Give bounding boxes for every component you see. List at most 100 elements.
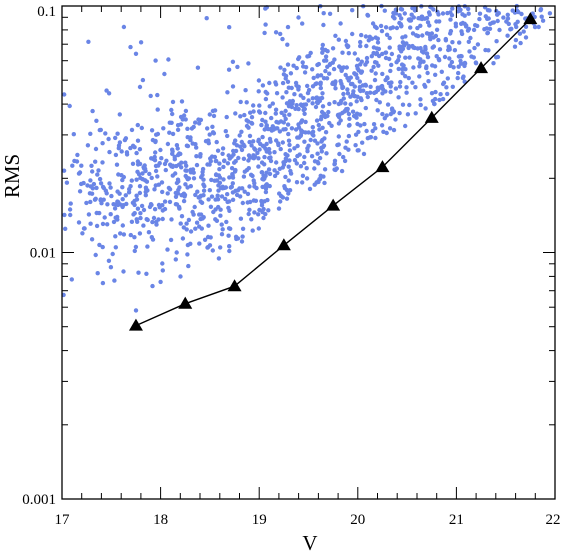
- scatter-point: [263, 183, 268, 188]
- scatter-point: [391, 127, 397, 133]
- scatter-point: [69, 277, 75, 282]
- scatter-point: [61, 168, 67, 173]
- scatter-point: [380, 111, 385, 117]
- scatter-point: [345, 44, 350, 50]
- scatter-point: [278, 31, 283, 37]
- scatter-point: [137, 84, 143, 90]
- scatter-point: [162, 71, 167, 77]
- scatter-point: [415, 33, 421, 39]
- scatter-point: [183, 182, 188, 187]
- scatter-point: [376, 63, 381, 68]
- scatter-point: [174, 143, 180, 148]
- scatter-point: [497, 27, 502, 33]
- scatter-point: [76, 220, 82, 225]
- scatter-point: [77, 170, 83, 175]
- scatter-point: [410, 5, 415, 11]
- scatter-point: [70, 163, 75, 168]
- scatter-point: [374, 50, 380, 56]
- scatter-point: [397, 44, 402, 49]
- scatter-point: [234, 143, 240, 148]
- scatter-point: [445, 76, 450, 81]
- scatter-point: [85, 143, 91, 148]
- scatter-point: [358, 39, 363, 45]
- scatter-point: [80, 231, 85, 236]
- scatter-point: [272, 150, 277, 155]
- scatter-point: [205, 126, 210, 131]
- scatter-point: [169, 120, 174, 126]
- scatter-point: [303, 119, 308, 125]
- scatter-point: [378, 23, 384, 29]
- scatter-point: [89, 237, 95, 242]
- scatter-point: [373, 126, 378, 131]
- scatter-point: [323, 68, 328, 74]
- triangle-marker: [474, 61, 489, 74]
- scatter-point: [364, 128, 369, 134]
- scatter-point: [336, 101, 341, 107]
- scatter-point: [104, 191, 109, 196]
- scatter-point: [128, 232, 133, 238]
- scatter-point: [487, 26, 493, 31]
- scatter-point: [221, 177, 226, 182]
- scatter-point: [350, 31, 355, 37]
- scatter-point: [465, 28, 471, 33]
- scatter-point: [308, 50, 313, 56]
- scatter-point: [220, 146, 226, 151]
- scatter-point: [158, 279, 163, 285]
- scatter-point: [207, 162, 212, 167]
- scatter-point: [266, 126, 271, 132]
- scatter-point: [225, 192, 230, 197]
- scatter-point: [200, 166, 206, 172]
- scatter-point: [267, 171, 273, 177]
- scatter-point: [134, 177, 139, 182]
- scatter-point: [61, 92, 67, 97]
- scatter-point: [295, 153, 300, 159]
- scatter-point: [135, 169, 140, 174]
- scatter-point: [194, 220, 200, 225]
- scatter-point: [324, 151, 329, 156]
- scatter-point: [337, 112, 342, 117]
- scatter-point: [120, 197, 125, 202]
- scatter-point: [212, 108, 218, 113]
- scatter-point: [227, 25, 232, 30]
- scatter-point: [300, 21, 305, 26]
- scatter-point: [458, 58, 463, 64]
- scatter-point: [356, 148, 361, 153]
- scatter-point: [272, 168, 277, 173]
- scatter-point: [513, 37, 519, 43]
- triangle-marker: [326, 198, 341, 211]
- scatter-point: [235, 64, 240, 70]
- scatter-point: [233, 234, 239, 239]
- scatter-point: [491, 61, 496, 66]
- scatter-point: [155, 131, 161, 137]
- scatter-point: [399, 62, 405, 67]
- scatter-point: [400, 46, 406, 52]
- scatter-point: [85, 183, 90, 188]
- scatter-point: [211, 113, 217, 119]
- scatter-point: [256, 226, 261, 231]
- scatter-point: [280, 95, 285, 100]
- scatter-point: [283, 116, 288, 122]
- scatter-point: [280, 80, 286, 86]
- scatter-point: [150, 219, 155, 225]
- scatter-point: [282, 113, 287, 118]
- scatter-point: [285, 122, 291, 127]
- scatter-point: [194, 145, 199, 150]
- scatter-point: [217, 161, 222, 166]
- scatter-point: [170, 131, 176, 137]
- scatter-point: [86, 39, 91, 44]
- scatter-point: [346, 51, 351, 56]
- scatter-point: [304, 176, 310, 181]
- scatter-point: [346, 133, 352, 139]
- scatter-point: [294, 180, 300, 185]
- scatter-point: [321, 76, 327, 81]
- scatter-point: [369, 68, 374, 73]
- scatter-point: [224, 219, 229, 225]
- scatter-point: [148, 93, 153, 99]
- scatter-point: [144, 217, 149, 222]
- scatter-point: [336, 134, 341, 139]
- scatter-point: [169, 107, 174, 113]
- scatter-point: [310, 101, 315, 106]
- scatter-point: [388, 68, 393, 74]
- scatter-point: [341, 91, 346, 97]
- scatter-point: [338, 21, 343, 26]
